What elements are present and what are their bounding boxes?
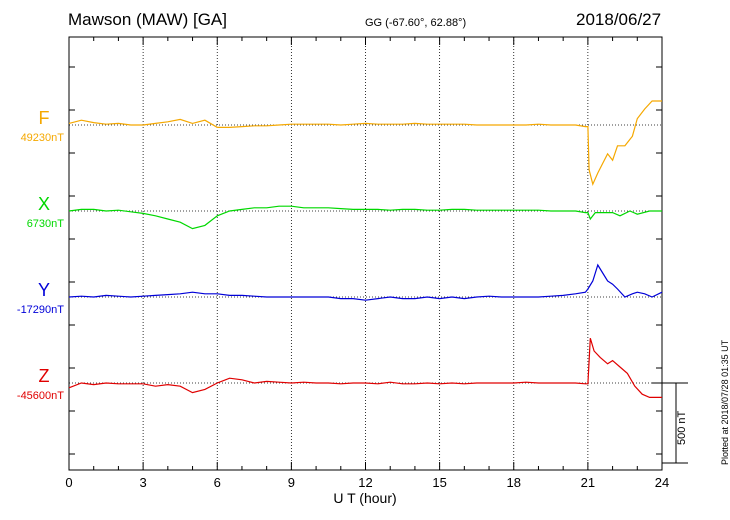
x-tick-label: 3: [140, 475, 147, 490]
baseline-value-y: -17290nT: [17, 304, 64, 316]
component-label-z: Z: [39, 366, 50, 386]
x-tick-label: 21: [581, 475, 595, 490]
x-tick-label: 6: [214, 475, 221, 490]
x-tick-labels: 0 3 6 9 12 15 18 21 24: [65, 475, 669, 490]
series-lines: [68, 100, 663, 398]
x-tick-label: 9: [288, 475, 295, 490]
station-title: Mawson (MAW) [GA]: [68, 10, 227, 29]
component-label-y: Y: [38, 280, 50, 300]
scale-bar: [652, 382, 688, 464]
coordinate-label: GG (-67.60°, 62.88°): [365, 17, 467, 29]
series-line-z: [68, 338, 662, 398]
component-label-x: X: [38, 194, 50, 214]
baseline-value-z: -45600nT: [17, 390, 64, 402]
component-labels: F 49230nT X 6730nT Y -17290nT Z -45600nT: [17, 108, 64, 402]
scale-bar-label: 500 nT: [676, 410, 688, 445]
plotted-at-note: Plotted at 2018/07/28 01:35 UT: [720, 339, 730, 465]
x-axis-label: U T (hour): [333, 490, 396, 506]
x-tick-label: 12: [358, 475, 372, 490]
component-label-f: F: [39, 108, 50, 128]
baseline-value-f: 49230nT: [21, 132, 65, 144]
series-line-x: [68, 205, 662, 230]
x-tick-label: 0: [65, 475, 72, 490]
x-tick-label: 24: [655, 475, 669, 490]
x-tick-label: 15: [432, 475, 446, 490]
series-line-f: [68, 100, 662, 187]
baseline-value-x: 6730nT: [27, 218, 65, 230]
x-tick-label: 18: [507, 475, 521, 490]
grid-lines: [142, 37, 589, 470]
axis-ticks: [68, 37, 663, 470]
plot-date: 2018/06/27: [576, 10, 662, 29]
series-line-y: [68, 263, 663, 301]
